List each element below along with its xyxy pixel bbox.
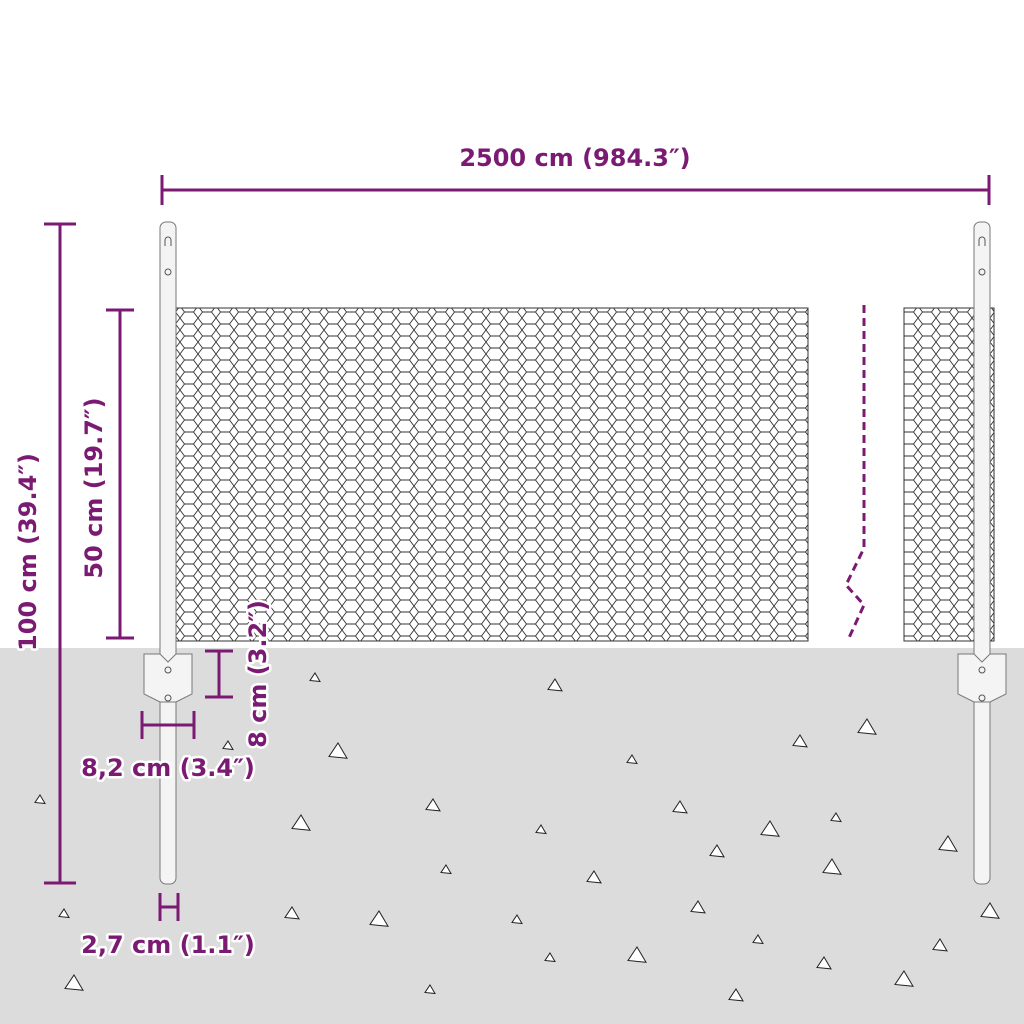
plate-width-label: 8,2 cm (3.4″) (81, 754, 255, 782)
pebble (425, 798, 441, 812)
ground (0, 648, 1024, 1024)
pebble (64, 974, 84, 991)
pebble (222, 740, 234, 751)
mesh-height-label: 50 cm (19.7″) (80, 397, 108, 578)
pebble (535, 824, 547, 835)
dimension-mesh-height: 50 cm (19.7″) (78, 308, 134, 640)
pebble (822, 858, 842, 875)
pebble (672, 800, 688, 814)
dimension-plate-height: 8 cm (3.2″) (205, 598, 275, 750)
post-diameter-label: 2,7 cm (1.1″) (81, 931, 255, 959)
dimension-length: 2500 cm (984.3″) (160, 142, 991, 205)
pebble (309, 672, 321, 683)
pebble (511, 914, 523, 925)
pebble (440, 864, 452, 875)
pebble (544, 952, 556, 963)
pebble (792, 734, 808, 748)
pebble (932, 938, 948, 952)
dimension-plate-width: 8,2 cm (3.4″) (79, 711, 257, 785)
pebble (760, 820, 780, 837)
pebble (830, 812, 842, 823)
pebble (894, 970, 914, 987)
pebble (626, 754, 638, 765)
pebbles (34, 672, 1000, 1002)
pebble (284, 906, 300, 920)
pebble (690, 900, 706, 914)
pebble (627, 946, 647, 963)
post-left (143, 221, 193, 885)
pebble (709, 844, 725, 858)
pebble (980, 902, 1000, 919)
pebble (586, 870, 602, 884)
pebble (58, 908, 70, 919)
pebble (328, 742, 348, 759)
pebble (369, 910, 389, 927)
pebble (424, 984, 436, 995)
pebble (728, 988, 744, 1002)
pebble (291, 814, 311, 831)
post-right (957, 221, 1007, 885)
pebble (752, 934, 764, 945)
total-height-label: 100 cm (39.4″) (14, 453, 42, 651)
break-line (844, 305, 866, 641)
pebble (857, 718, 877, 735)
pebble (34, 794, 46, 805)
mesh-panel-main (159, 307, 809, 642)
pebble (816, 956, 832, 970)
pebble (938, 835, 958, 852)
dimension-post-diameter: 2,7 cm (1.1″) (79, 893, 257, 962)
length-label: 2500 cm (984.3″) (459, 144, 690, 172)
dimension-total-height: 100 cm (39.4″) (12, 222, 76, 885)
plate-height-label: 8 cm (3.2″) (244, 600, 272, 748)
pebble (547, 678, 563, 692)
